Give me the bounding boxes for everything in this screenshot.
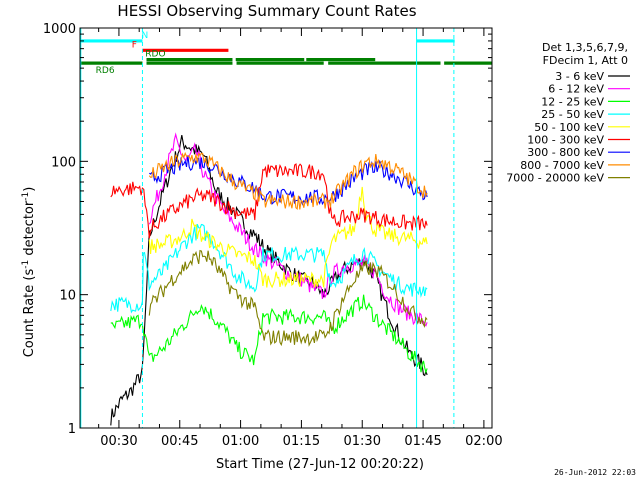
series-line-100-300-kev — [110, 163, 428, 239]
y-tick-label-1: 1 — [68, 422, 76, 437]
x-tick-label-02-00: 02:00 — [465, 434, 502, 449]
x-tick-label-01-45: 01:45 — [404, 434, 441, 449]
x-tick-label-00-30: 00:30 — [100, 434, 137, 449]
legend-label-7000-20000-kev: 7000 - 20000 keV — [506, 172, 604, 185]
legend-label-3-6-kev: 3 - 6 keV — [555, 70, 604, 83]
legend-label-50-100-kev: 50 - 100 keV — [534, 121, 604, 134]
flags-group: NF RDO RD6 — [80, 31, 492, 76]
axes-group: 1 10 100 1000 00:30 00:45 01:00 01:15 01:30 01:45… — [43, 22, 503, 449]
legend-label-800-7000-kev: 800 - 7000 keV — [520, 159, 604, 172]
legend-label-25-50-kev: 25 - 50 keV — [541, 108, 604, 121]
series-line-800-7000-kev — [148, 151, 428, 211]
y-label-part2: detector — [22, 200, 37, 260]
series-group — [110, 132, 428, 426]
y-tick-label-100: 100 — [51, 155, 76, 170]
flag-label-n: N — [142, 31, 149, 41]
series-line-25-50-kev — [110, 223, 428, 314]
x-tick-label-00-45: 00:45 — [161, 434, 198, 449]
series-line-6-12-kev — [148, 132, 428, 327]
legend-header-line1: Det 1,3,5,6,7,9, — [542, 41, 628, 54]
flag-label-rdo: RDO — [145, 50, 165, 60]
series-line-50-100-kev — [148, 186, 428, 289]
series-line-12-25-kev — [110, 294, 428, 375]
legend-label-300-800-kev: 300 - 800 keV — [527, 146, 604, 159]
legend-label-12-25-kev: 12 - 25 keV — [541, 95, 604, 108]
legend: Det 1,3,5,6,7,9, FDecim 1, Att 0 3 - 6 k… — [506, 41, 630, 185]
y-tick-label-1000: 1000 — [43, 22, 76, 37]
legend-header-line2: FDecim 1, Att 0 — [543, 54, 628, 67]
y-label-sup1: -1 — [21, 260, 31, 269]
y-label-sup2: -1 — [21, 192, 31, 201]
flag-label-rd6: RD6 — [96, 66, 115, 76]
chart-title: HESSI Observing Summary Count Rates — [117, 2, 416, 20]
flag-label-f: F — [132, 40, 137, 50]
legend-label-100-300-kev: 100 - 300 keV — [527, 134, 604, 147]
x-axis-label: Start Time (27-Jun-12 00:20:22) — [216, 457, 424, 472]
x-tick-label-01-30: 01:30 — [344, 434, 381, 449]
y-tick-label-10: 10 — [59, 289, 76, 304]
plot-frame — [79, 27, 493, 429]
vlines-group — [80, 28, 455, 428]
series-line-7000-20000-kev — [148, 249, 428, 347]
y-axis-label: Count Rate (s-1 detector-1) — [21, 187, 37, 358]
legend-label-6-12-kev: 6 - 12 keV — [548, 83, 604, 96]
timestamp: 26-Jun-2012 22:03 — [554, 468, 636, 477]
y-label-part3: ) — [22, 187, 37, 192]
y-label-part1: Count Rate (s — [22, 269, 37, 358]
x-tick-label-01-15: 01:15 — [283, 434, 320, 449]
series-line-300-800-kev — [149, 155, 428, 206]
x-tick-label-01-00: 01:00 — [222, 434, 259, 449]
